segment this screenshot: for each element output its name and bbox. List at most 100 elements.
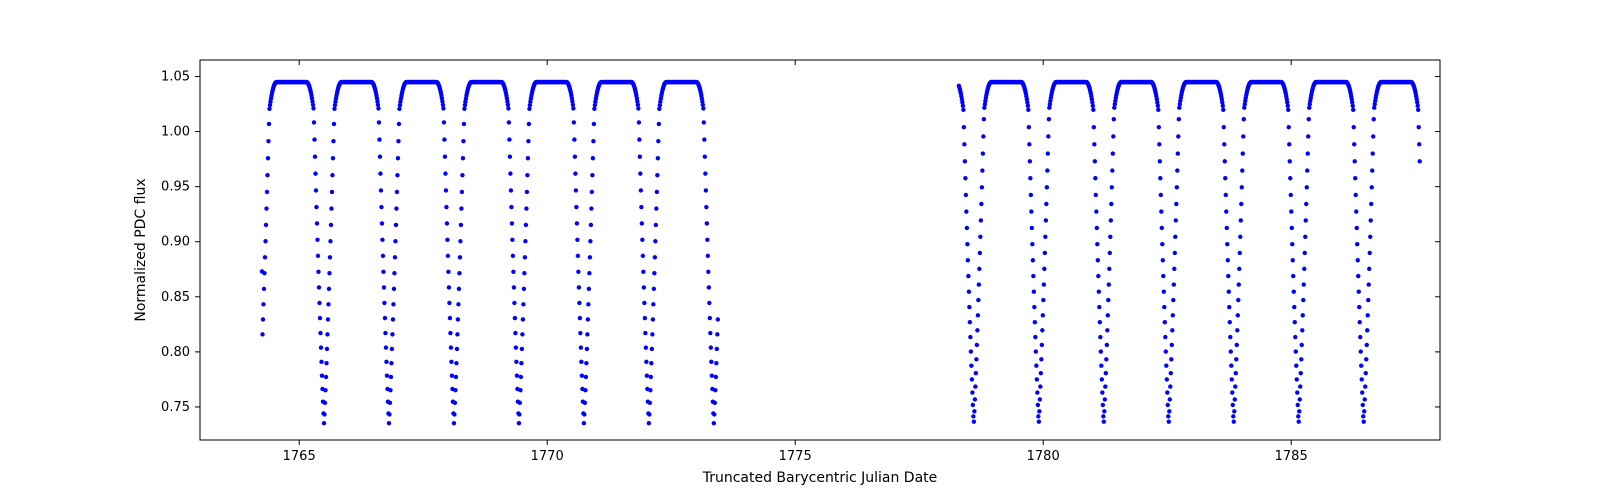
data-point xyxy=(377,120,381,124)
data-point xyxy=(518,401,522,405)
data-point xyxy=(1351,108,1355,112)
data-point xyxy=(507,120,511,124)
data-point xyxy=(327,271,331,275)
data-point xyxy=(1162,290,1166,294)
data-point xyxy=(510,221,514,225)
data-point xyxy=(1372,117,1376,121)
data-point xyxy=(327,287,331,291)
data-point xyxy=(462,122,466,126)
data-point xyxy=(1224,209,1228,213)
data-point xyxy=(1110,168,1114,172)
data-point xyxy=(1047,117,1051,121)
data-point xyxy=(1297,409,1301,413)
data-point xyxy=(442,137,446,141)
data-point xyxy=(1030,242,1034,246)
data-point xyxy=(1042,267,1046,271)
data-point xyxy=(576,270,580,274)
data-point xyxy=(1098,335,1102,339)
data-point xyxy=(1027,142,1031,146)
data-point xyxy=(1416,104,1420,108)
data-point xyxy=(592,122,596,126)
data-point xyxy=(378,154,382,158)
data-point xyxy=(582,412,586,416)
data-point xyxy=(1094,209,1098,213)
data-point xyxy=(315,221,319,225)
data-point xyxy=(382,301,386,305)
data-point xyxy=(443,154,447,158)
data-point xyxy=(1236,313,1240,317)
data-point xyxy=(975,328,979,332)
data-point xyxy=(972,409,976,413)
data-point xyxy=(1106,298,1110,302)
data-point xyxy=(980,185,984,189)
data-point xyxy=(317,285,321,289)
data-point xyxy=(311,106,315,110)
data-point xyxy=(709,360,713,364)
data-point xyxy=(1029,209,1033,213)
data-point xyxy=(385,373,389,377)
data-point xyxy=(1042,282,1046,286)
data-point xyxy=(1038,397,1042,401)
data-point xyxy=(525,190,529,194)
data-point xyxy=(1043,251,1047,255)
data-point xyxy=(573,171,577,175)
data-point xyxy=(643,331,647,335)
data-point xyxy=(1304,202,1308,206)
y-axis-label: Normalized PDC flux xyxy=(133,178,149,321)
data-point xyxy=(964,209,968,213)
data-point xyxy=(577,285,581,289)
data-point xyxy=(1366,313,1370,317)
data-point xyxy=(1417,125,1421,129)
data-point xyxy=(653,239,657,243)
data-point xyxy=(1418,159,1422,163)
data-point xyxy=(979,218,983,222)
data-point xyxy=(1101,403,1105,407)
data-point xyxy=(1296,403,1300,407)
data-point xyxy=(313,171,317,175)
data-point xyxy=(1298,397,1302,401)
data-point xyxy=(1291,274,1295,278)
data-point xyxy=(1095,242,1099,246)
data-point xyxy=(1229,364,1233,368)
data-point xyxy=(320,373,324,377)
data-point xyxy=(973,397,977,401)
data-point xyxy=(1173,235,1177,239)
data-point xyxy=(1360,377,1364,381)
data-point xyxy=(1231,414,1235,418)
data-point xyxy=(1221,108,1225,112)
data-point xyxy=(318,316,322,320)
data-point xyxy=(701,106,705,110)
data-point xyxy=(329,223,333,227)
data-point xyxy=(1290,242,1294,246)
data-point xyxy=(518,388,522,392)
data-point xyxy=(325,347,329,351)
data-point xyxy=(1358,335,1362,339)
data-point xyxy=(1034,349,1038,353)
data-point xyxy=(390,347,394,351)
data-point xyxy=(513,316,517,320)
data-point xyxy=(1357,290,1361,294)
data-point xyxy=(590,173,594,177)
data-point xyxy=(519,375,523,379)
data-point xyxy=(575,221,579,225)
data-point xyxy=(978,235,982,239)
data-point xyxy=(523,255,527,259)
data-point xyxy=(1036,414,1040,418)
data-point xyxy=(1112,117,1116,121)
data-point xyxy=(388,401,392,405)
data-point xyxy=(1353,159,1357,163)
data-point xyxy=(708,316,712,320)
data-point xyxy=(264,206,268,210)
data-point xyxy=(588,239,592,243)
data-point xyxy=(970,377,974,381)
data-point xyxy=(1288,176,1292,180)
data-point xyxy=(1230,377,1234,381)
data-point xyxy=(1175,185,1179,189)
data-point xyxy=(1163,335,1167,339)
data-point xyxy=(965,226,969,230)
data-point xyxy=(312,137,316,141)
data-point xyxy=(457,271,461,275)
data-point xyxy=(442,120,446,124)
data-point xyxy=(388,388,392,392)
data-point xyxy=(1416,108,1420,112)
